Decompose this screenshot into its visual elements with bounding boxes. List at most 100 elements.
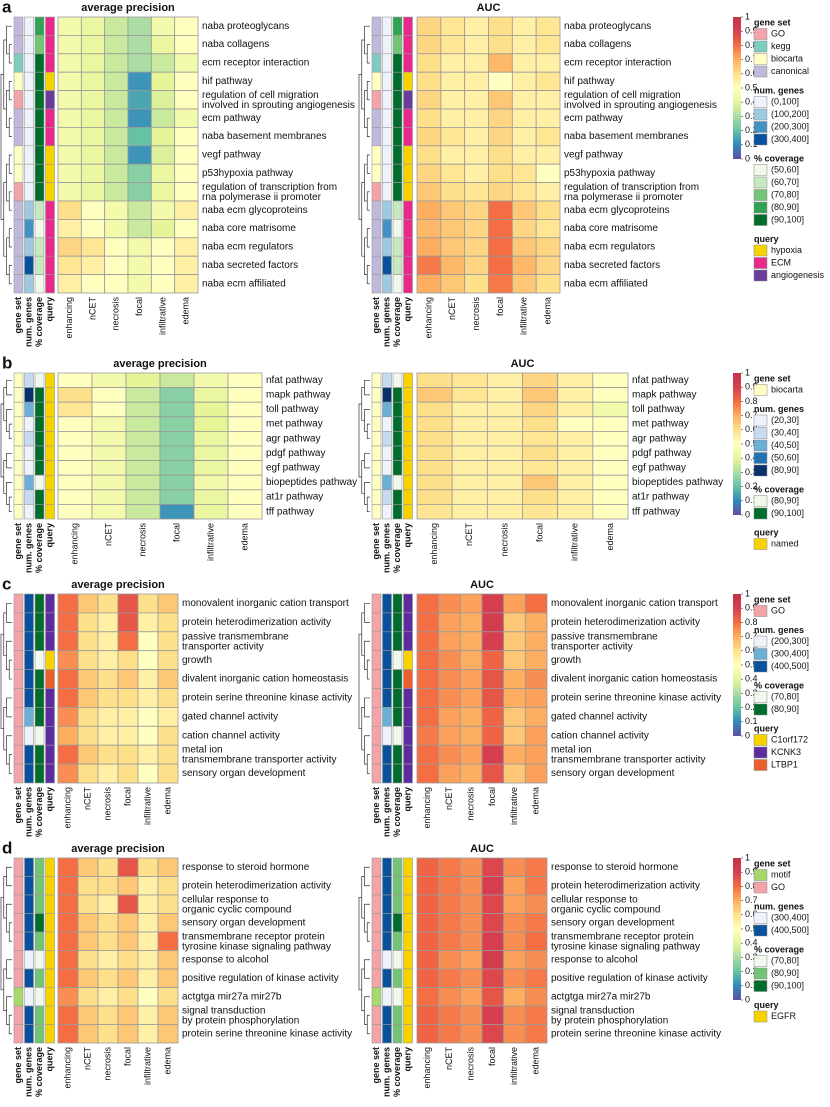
annotation-cell bbox=[403, 90, 413, 110]
heatmap-cell bbox=[488, 200, 513, 220]
annotation-cell bbox=[371, 182, 382, 202]
annotation-cell bbox=[45, 255, 55, 275]
annotation-cell bbox=[403, 255, 413, 275]
heatmap-cell bbox=[57, 16, 82, 36]
annotation-cell bbox=[403, 35, 413, 55]
row-label: met pathway bbox=[632, 419, 689, 430]
legend-label: motif bbox=[771, 869, 791, 879]
heatmap-cell bbox=[91, 474, 127, 491]
heatmap-cell bbox=[97, 876, 119, 896]
annotation-cell bbox=[34, 372, 45, 388]
annotation-cell bbox=[13, 913, 24, 933]
annotation-cell bbox=[382, 219, 392, 239]
heatmap-cell bbox=[416, 35, 442, 55]
heatmap-cell bbox=[481, 1005, 505, 1025]
legend-title: num. genes bbox=[754, 901, 804, 911]
heatmap-cell bbox=[91, 372, 127, 389]
annotation-cell bbox=[403, 274, 413, 294]
row-label: cation channel activity bbox=[182, 730, 280, 741]
colorbar-tick-label: 0 bbox=[745, 509, 750, 519]
heatmap-cell bbox=[438, 1024, 461, 1044]
annotation-cell bbox=[24, 416, 34, 432]
annotation-cell bbox=[403, 593, 413, 614]
heatmap-cell bbox=[77, 707, 99, 727]
annotation-cell bbox=[34, 688, 45, 708]
annotation-cell bbox=[382, 108, 392, 128]
heatmap-cell bbox=[193, 503, 229, 520]
row-label: naba secreted factors bbox=[202, 260, 298, 271]
annotation-cell bbox=[45, 53, 55, 73]
annotation-cell bbox=[371, 669, 382, 689]
annotation-cell bbox=[34, 35, 45, 55]
heatmap-cell bbox=[57, 53, 82, 73]
row-label: mapk pathway bbox=[632, 390, 696, 401]
legend-swatch bbox=[753, 28, 768, 40]
heatmap-cell bbox=[503, 931, 526, 951]
annotation-cell bbox=[371, 1024, 382, 1044]
heatmap-cell bbox=[503, 593, 526, 614]
heatmap-cell bbox=[438, 857, 461, 877]
heatmap-cell bbox=[503, 763, 526, 784]
heatmap-cell bbox=[174, 218, 199, 239]
heatmap-cell bbox=[117, 744, 139, 765]
column-label: focal bbox=[122, 1047, 132, 1066]
annotation-cell bbox=[371, 950, 382, 970]
annotation-cell bbox=[45, 219, 55, 239]
annotation-cell bbox=[24, 688, 34, 708]
annotation-cell bbox=[24, 631, 34, 651]
heatmap-cell bbox=[524, 894, 548, 914]
legend-swatch bbox=[753, 1010, 768, 1023]
heatmap-cell bbox=[416, 163, 442, 183]
legend-label: (70,80] bbox=[771, 189, 799, 199]
row-label: transmembrane receptor protein tyrosine k… bbox=[551, 931, 700, 952]
heatmap-cell bbox=[193, 387, 229, 403]
heatmap-cell bbox=[57, 71, 82, 91]
column-label: focal bbox=[495, 297, 505, 316]
heatmap-cell bbox=[57, 650, 79, 671]
legend-swatch bbox=[753, 176, 768, 189]
annotation-cell bbox=[392, 163, 403, 183]
row-label: tff pathway bbox=[632, 506, 680, 517]
heatmap-cell bbox=[227, 430, 263, 447]
heatmap-cell bbox=[174, 200, 199, 220]
heatmap-cell bbox=[557, 372, 594, 389]
annotation-cell bbox=[371, 968, 382, 988]
heatmap-cell bbox=[511, 145, 537, 165]
legend-swatch bbox=[753, 96, 768, 108]
heatmap-cell bbox=[557, 489, 594, 505]
heatmap-cell bbox=[80, 218, 106, 239]
annotation-cell bbox=[403, 401, 413, 418]
annotation-cell bbox=[24, 445, 34, 461]
heatmap-cell bbox=[91, 430, 127, 447]
row-label-line: regulation of cell migration bbox=[564, 89, 681, 100]
annotation-label: query bbox=[402, 523, 412, 548]
annotation-cell bbox=[403, 1024, 413, 1044]
colorbar-tick-label: 0.2 bbox=[745, 966, 758, 976]
annotation-cell bbox=[371, 387, 382, 403]
heatmap-cell bbox=[464, 53, 489, 73]
annotation-label: gene set bbox=[371, 523, 381, 560]
dendrogram bbox=[0, 603, 12, 774]
annotation-cell bbox=[34, 707, 45, 727]
annotation-cell bbox=[24, 474, 34, 491]
annotation-cell bbox=[382, 53, 392, 73]
annotation-cell bbox=[13, 744, 24, 765]
legend-label: (90,100] bbox=[771, 214, 804, 224]
heatmap-cell bbox=[80, 127, 106, 147]
heatmap-cell bbox=[416, 968, 440, 988]
annotation-cell bbox=[382, 489, 392, 505]
annotation-cell bbox=[392, 650, 403, 670]
annotation-cell bbox=[45, 650, 55, 670]
heatmap-cell bbox=[137, 894, 159, 914]
heatmap-cell bbox=[150, 127, 176, 147]
annotation-cell bbox=[371, 274, 382, 294]
heatmap-cell bbox=[481, 931, 505, 951]
heatmap-cell bbox=[416, 182, 442, 202]
colorbar-tick-label: 0.8 bbox=[745, 881, 758, 891]
annotation-cell bbox=[382, 387, 392, 403]
heatmap-cell bbox=[157, 968, 179, 988]
heatmap-cell bbox=[524, 987, 548, 1007]
annotation-cell bbox=[13, 474, 24, 491]
colorbar-tick-label: 0.9 bbox=[745, 603, 758, 613]
annotation-label: num. genes bbox=[23, 297, 33, 347]
